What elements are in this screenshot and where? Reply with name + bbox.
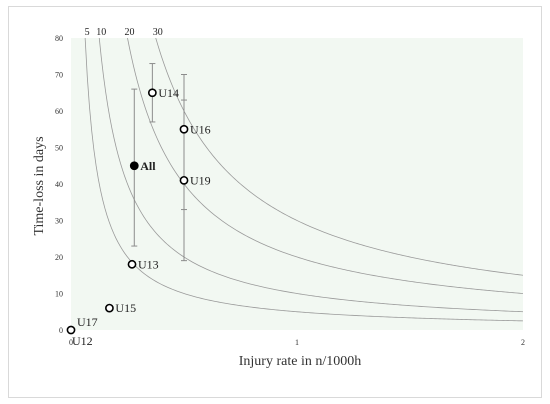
x-tick-label: 1 bbox=[295, 338, 299, 347]
x-axis-ticks: 0 1 2 bbox=[69, 338, 525, 347]
iso-curve-label-10: 10 bbox=[96, 27, 106, 38]
point-u16 bbox=[179, 124, 189, 134]
point-label-u15: U15 bbox=[115, 301, 136, 315]
point-u13 bbox=[127, 259, 137, 269]
y-axis-ticks: 0 10 20 30 40 50 60 70 80 bbox=[55, 34, 63, 335]
iso-curve-10 bbox=[98, 38, 523, 313]
point-all bbox=[129, 161, 139, 171]
data-points bbox=[66, 88, 189, 335]
chart-frame bbox=[8, 6, 542, 398]
point-label-u13: U13 bbox=[138, 257, 159, 271]
point-labels: U12 U17 U15 U13 All U14 U16 U19 bbox=[72, 86, 211, 348]
point-label-u12: U12 bbox=[72, 334, 93, 348]
point-u15 bbox=[105, 303, 114, 313]
y-tick-label: 20 bbox=[55, 253, 63, 262]
iso-burden-labels: 5 10 20 30 bbox=[85, 27, 163, 38]
iso-curve-label-30: 30 bbox=[153, 27, 163, 38]
y-tick-label: 30 bbox=[55, 217, 63, 226]
point-label-u16: U16 bbox=[190, 122, 211, 136]
iso-curve-label-20: 20 bbox=[125, 27, 135, 38]
point-u17 bbox=[66, 325, 76, 335]
iso-burden-curves bbox=[84, 38, 523, 322]
iso-curve-label-5: 5 bbox=[85, 27, 90, 38]
y-tick-label: 60 bbox=[55, 107, 63, 116]
y-tick-label: 50 bbox=[55, 144, 63, 153]
point-u14 bbox=[147, 88, 157, 98]
iso-curve-30 bbox=[155, 38, 523, 276]
plot-area bbox=[71, 38, 523, 330]
point-label-u17: U17 bbox=[77, 315, 98, 329]
y-axis-title: Time-loss in days bbox=[32, 136, 47, 235]
y-tick-label: 80 bbox=[55, 34, 63, 43]
point-label-u14: U14 bbox=[158, 86, 179, 100]
point-u19 bbox=[179, 175, 189, 185]
iso-curve-5 bbox=[84, 38, 523, 322]
y-tick-label: 70 bbox=[55, 71, 63, 80]
iso-curve-20 bbox=[127, 38, 523, 294]
x-tick-label: 0 bbox=[69, 338, 73, 347]
y-tick-label: 0 bbox=[59, 326, 63, 335]
x-axis-title: Injury rate in n/1000h bbox=[239, 354, 361, 369]
y-tick-label: 40 bbox=[55, 180, 63, 189]
x-tick-label: 2 bbox=[521, 338, 525, 347]
point-label-u19: U19 bbox=[190, 173, 211, 187]
point-label-all: All bbox=[140, 159, 156, 173]
y-tick-label: 10 bbox=[55, 290, 63, 299]
